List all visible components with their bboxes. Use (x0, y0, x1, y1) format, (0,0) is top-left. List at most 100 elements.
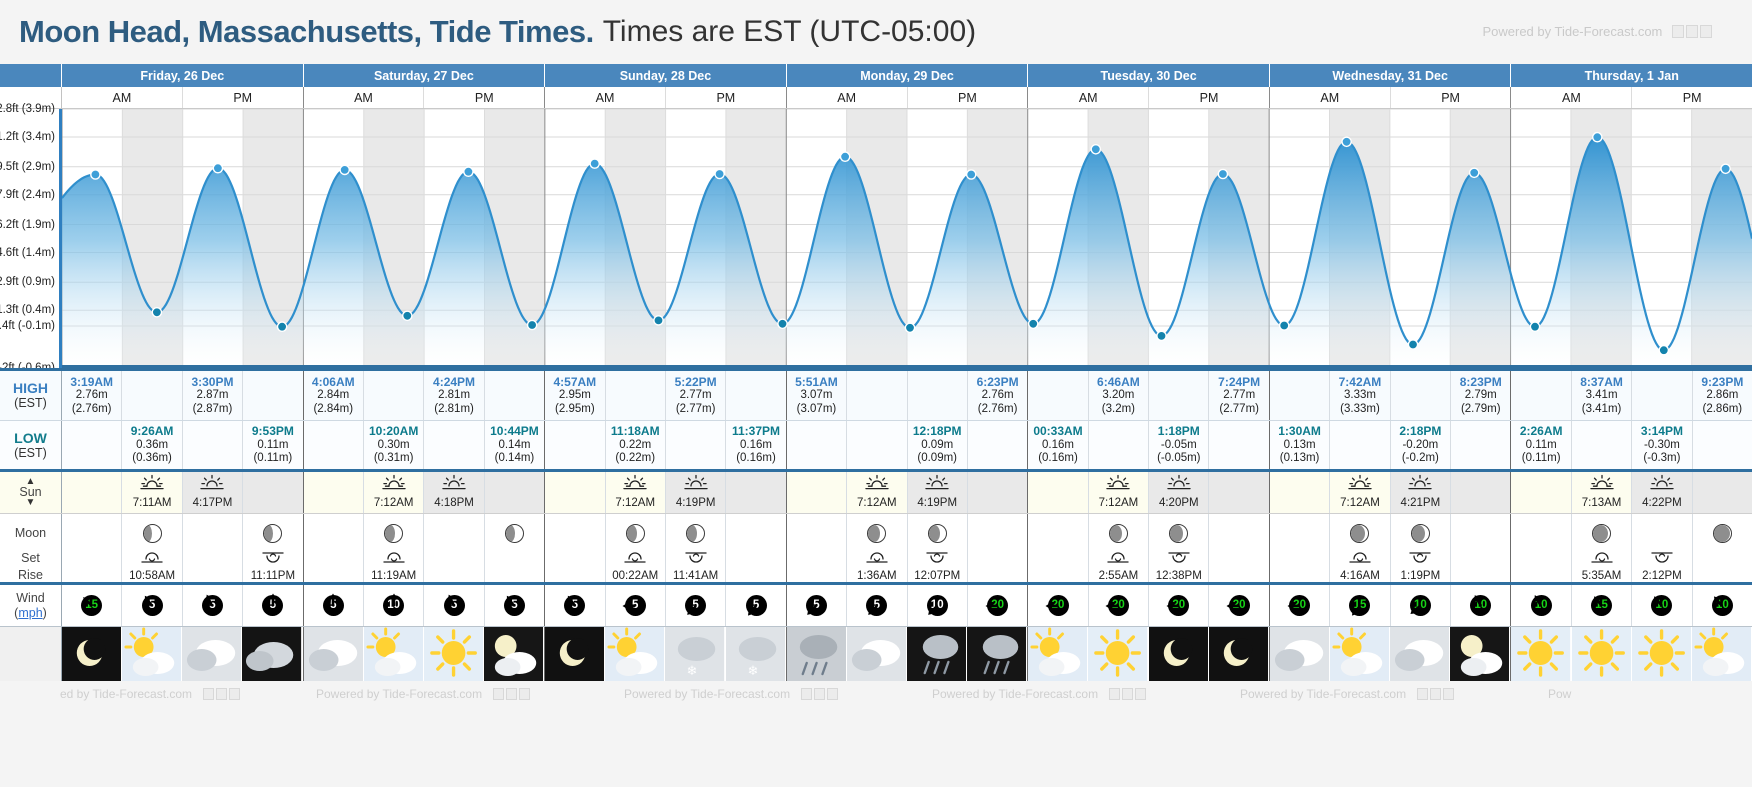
low-tide-height-metric: (0.14m) (494, 452, 535, 465)
tide-chart: 12.8ft (3.9m) 11.2ft (3.4m) 9.5ft (2.9m) 7.… (0, 103, 1752, 374)
weather-day-4 (1028, 627, 1270, 681)
low-tide-entry: 00:33AM 0.16m (0.16m) (1028, 421, 1089, 469)
page-header: Moon Head, Massachusetts, Tide Times. Ti… (0, 0, 1752, 64)
ampm-pm-3: PM (958, 90, 977, 105)
sun-cell (484, 472, 545, 513)
footer-powered-by-2: Powered by Tide-Forecast.com (624, 687, 839, 701)
moon-set-time: 10:58AM (129, 570, 176, 582)
low-tide-entry: 12:18PM 0.09m (0.09m) (908, 421, 968, 469)
sun-cell (1692, 472, 1752, 513)
wind-entry: 5 (787, 585, 848, 626)
high-tide-height: 2.79m (1464, 389, 1497, 402)
wind-entry: 15 (1330, 585, 1391, 626)
day-header-1[interactable]: Saturday, 27 Dec (304, 64, 546, 87)
footer-powered-by-3: Powered by Tide-Forecast.com (932, 687, 1147, 701)
moon-phase-lit (264, 524, 274, 542)
sunset-icon-wrap (441, 474, 467, 496)
moon-cell (1511, 514, 1572, 552)
moon-set: 10:58AM (122, 552, 183, 582)
moon-cell (1149, 514, 1210, 552)
low-tide-height-metric: (0.11m) (1521, 452, 1561, 465)
high-tide-height: 3.20m (1102, 389, 1135, 402)
footer-powered-by-text: Pow (1548, 687, 1572, 701)
high-tide-height: 3.07m (800, 389, 833, 402)
moon-rise-time: 12:38PM (1155, 570, 1202, 582)
sunrise-icon-wrap (381, 474, 407, 496)
high-tide-day-1: 4:06AM 2.84m (2.84m) 4:24PM 2.81m (2.81m) (304, 371, 546, 420)
moon-cell (424, 514, 485, 552)
wind-entry: 10 (1693, 585, 1752, 626)
sunset-icon (925, 475, 949, 490)
high-tide-height-metric: (2.95m) (555, 402, 595, 415)
wind-entry: 5 (545, 585, 606, 626)
day-header-6[interactable]: Thursday, 1 Jan (1584, 68, 1679, 83)
moon-set: 00:22AM (606, 552, 666, 582)
moon-set-icon-wrap (623, 552, 647, 570)
wind-entry: 5 (243, 585, 302, 626)
day-header-4[interactable]: Tuesday, 30 Dec (1028, 64, 1270, 87)
moonrise-icon (1409, 552, 1432, 564)
moon-setrise-cell (424, 552, 485, 582)
wind-unit-link[interactable]: mph (18, 605, 43, 620)
sun-sunset-time: 4:20PM (1158, 497, 1199, 509)
moon-setrise-day-2: 00:22AM 11:41AM (545, 552, 787, 582)
day-header-5[interactable]: Wednesday, 31 Dec (1270, 64, 1512, 87)
high-tide-height: 2.87m (196, 389, 229, 402)
weather-tile (1691, 627, 1752, 681)
weather-icon-cloudy (182, 627, 242, 681)
wind-entry: 5 (847, 585, 908, 626)
high-tide-height: 2.95m (558, 389, 591, 402)
moon-cell (1572, 514, 1633, 552)
low-tide-height-metric: (0.09m) (917, 452, 958, 465)
weather-cell (484, 627, 545, 681)
high-tide-cell (243, 371, 302, 420)
high-tide-entry: 9:23PM 2.86m (2.86m) (1693, 371, 1752, 420)
moon-row: Moon (0, 514, 1752, 552)
weather-icon-cloudy (1269, 627, 1330, 681)
low-tide-cell (1451, 421, 1510, 469)
moon-phase-icon (504, 523, 524, 543)
weather-cell: ❄ (725, 627, 786, 681)
wind-label-text: Wind (16, 590, 45, 605)
weather-cell (1028, 627, 1089, 681)
weather-icon-day-partly-cloudy (363, 627, 423, 681)
ampm-am-6: AM (1511, 87, 1633, 108)
sun-cell (967, 472, 1028, 513)
sun-sunrise: 7:12AM (1088, 472, 1150, 513)
day-header-2[interactable]: Sunday, 28 Dec (545, 64, 787, 87)
ampm-group-5: AM PM (1270, 87, 1512, 108)
high-tide-height: 2.77m (679, 389, 712, 402)
y-axis-tick-4: 6.2ft (1.9m) (0, 218, 55, 231)
low-tide-height: 0.11m (1525, 438, 1557, 451)
day-header-3[interactable]: Monday, 29 Dec (787, 64, 1029, 87)
wind-badge: 20 (983, 593, 1013, 619)
wind-badge: 10 (379, 593, 409, 619)
weather-icon-night-clear (1208, 627, 1268, 681)
weather-tile (1571, 627, 1631, 681)
low-tide-height: 0.14m (498, 438, 531, 451)
weather-icon-day-partly-cloudy (1691, 627, 1752, 681)
low-tide-height: -0.05m (1160, 438, 1197, 451)
sun-day-0: 7:11AM 4:17PM (62, 472, 304, 513)
day-header-0[interactable]: Friday, 26 Dec (62, 64, 304, 87)
moon-rise-time: 12:07PM (914, 570, 961, 582)
footer-powered-by-4: Powered by Tide-Forecast.com (1240, 687, 1455, 701)
sun-sunset: 4:19PM (665, 472, 727, 513)
moon-cell (122, 514, 183, 552)
sunset-icon-wrap (683, 474, 709, 496)
weather-icon-rain (786, 627, 846, 681)
moon-setrise-cell (1511, 552, 1572, 582)
high-tide-cells: 3:19AM 2.76m (2.76m) 3:30PM 2.87m (2.87m) 4:06… (62, 371, 1752, 420)
wind-badge: 10 (1647, 593, 1677, 619)
low-tide-day-0: 9:26AM 0.36m (0.36m) 9:53PM 0.11m (0.11m) (62, 421, 304, 469)
low-tide-entry: 9:26AM 0.36m (0.36m) (122, 421, 183, 469)
low-tide-day-1: 10:20AM 0.30m (0.31m) 10:44PM 0.14m (0.14m) (304, 421, 546, 469)
moon-phase-lit (1351, 524, 1366, 542)
sun-sunset-time: 4:18PM (434, 497, 474, 509)
footer-powered-by-text: Powered by Tide-Forecast.com (1240, 687, 1407, 701)
weather-tile (303, 627, 363, 681)
moonrise-icon (684, 552, 707, 564)
low-tide-entry: 11:18AM 0.22m (0.22m) (606, 421, 666, 469)
weather-cell (605, 627, 666, 681)
weather-tile (484, 627, 544, 681)
